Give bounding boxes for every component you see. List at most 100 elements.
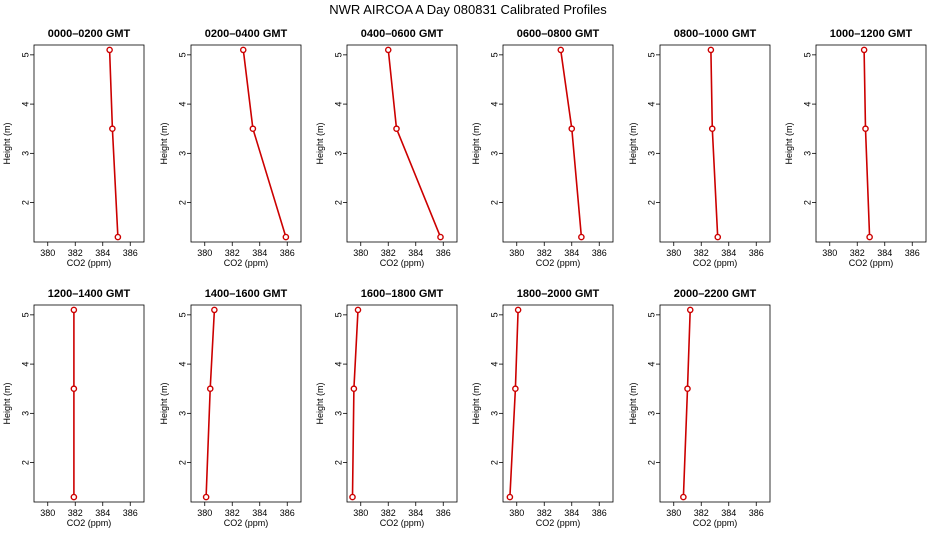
profile-line (710, 49, 719, 238)
panel-title: 0200–0400 GMT (205, 28, 288, 40)
main-title: NWR AIRCOA A Day 080831 Calibrated Profi… (329, 2, 607, 17)
data-point (514, 306, 522, 314)
y-tick-label: 5 (646, 52, 656, 57)
data-point (349, 493, 356, 501)
data-point (282, 233, 290, 241)
plot-frame (659, 304, 771, 503)
y-tick-label: 2 (333, 200, 343, 205)
y-tick-label: 3 (333, 151, 343, 156)
panel-5: 0800–1000 GMT 380 382 384 386 2 3 4 5 CO2 (ppm) He… (628, 28, 771, 268)
panel-10: 1800–2000 GMT 380 382 384 386 2 3 4 5 CO2 (ppm) He… (471, 288, 614, 528)
x-axis-label: CO2 (ppm) (224, 518, 269, 528)
data-point (686, 306, 694, 314)
y-tick-label: 4 (646, 102, 656, 107)
data-point (512, 385, 519, 393)
panel-title: 2000–2200 GMT (674, 288, 757, 300)
data-point (106, 46, 113, 54)
x-tick-label: 386 (749, 248, 764, 258)
x-tick-label: 386 (280, 508, 295, 518)
x-tick-label: 380 (40, 508, 55, 518)
data-point (866, 233, 873, 241)
panel-11: 2000–2200 GMT 380 382 384 386 2 3 4 5 CO2 (ppm) He… (628, 288, 771, 528)
data-point (211, 306, 218, 314)
x-tick-label: 382 (537, 248, 552, 258)
x-tick-label: 386 (280, 248, 295, 258)
panel-8: 1400–1600 GMT 380 382 384 386 2 3 4 5 CO2 (ppm) He… (159, 288, 302, 528)
y-tick-label: 4 (802, 102, 812, 107)
y-tick-label: 2 (489, 460, 499, 465)
panel-6: 1000–1200 GMT 380 382 384 386 2 3 4 5 CO2 (ppm) He… (784, 28, 927, 268)
y-axis-label: Height (m) (628, 382, 638, 424)
y-tick-label: 3 (20, 411, 30, 416)
x-axis-label: CO2 (ppm) (380, 518, 425, 528)
x-axis-label: CO2 (ppm) (536, 518, 581, 528)
y-tick-label: 3 (489, 411, 499, 416)
data-point (684, 385, 691, 393)
y-tick-label: 5 (489, 312, 499, 317)
profile-line (509, 309, 519, 498)
data-point (707, 46, 715, 54)
profile-line (108, 49, 119, 238)
y-tick-label: 5 (177, 312, 187, 317)
x-tick-label: 382 (850, 248, 865, 258)
x-tick-label: 386 (123, 248, 138, 258)
y-tick-label: 2 (177, 200, 187, 205)
y-tick-label: 4 (177, 102, 187, 107)
panel-title: 1400–1600 GMT (205, 288, 288, 300)
x-tick-label: 380 (509, 508, 524, 518)
y-tick-label: 2 (333, 460, 343, 465)
x-tick-label: 384 (408, 248, 423, 258)
data-point (70, 306, 78, 314)
x-tick-label: 386 (592, 248, 607, 258)
data-point (249, 125, 257, 133)
x-tick-label: 382 (537, 508, 552, 518)
x-tick-label: 380 (509, 248, 524, 258)
y-axis-label: Height (m) (159, 122, 169, 164)
data-point (70, 385, 78, 393)
profile-line (387, 49, 442, 238)
y-tick-label: 3 (20, 151, 30, 156)
y-tick-label: 4 (177, 362, 187, 367)
data-point (862, 125, 869, 133)
panel-7: 1200–1400 GMT 380 382 384 386 2 3 4 5 CO2 (ppm) He… (2, 288, 145, 528)
y-tick-label: 5 (20, 52, 30, 57)
x-tick-label: 382 (694, 248, 709, 258)
x-tick-label: 380 (197, 248, 212, 258)
x-tick-label: 380 (666, 508, 681, 518)
plot-frame (659, 44, 771, 243)
data-point (708, 125, 716, 133)
y-tick-label: 5 (333, 312, 343, 317)
x-axis-label: CO2 (ppm) (693, 258, 738, 268)
x-tick-label: 386 (436, 508, 451, 518)
x-axis-label: CO2 (ppm) (536, 258, 581, 268)
y-tick-label: 4 (333, 102, 343, 107)
x-axis-label: CO2 (ppm) (67, 518, 112, 528)
data-point (206, 385, 214, 393)
panel-title: 1000–1200 GMT (830, 28, 913, 40)
x-tick-label: 382 (225, 248, 240, 258)
y-tick-label: 3 (177, 411, 187, 416)
y-tick-label: 2 (489, 200, 499, 205)
plot-frame (190, 44, 302, 243)
y-axis-label: Height (m) (315, 122, 325, 164)
x-tick-label: 382 (68, 248, 83, 258)
x-tick-label: 384 (721, 248, 736, 258)
plot-frame (190, 304, 302, 503)
data-point (109, 125, 116, 133)
x-tick-label: 386 (592, 508, 607, 518)
data-point (714, 233, 722, 241)
data-point (393, 125, 400, 133)
y-tick-label: 2 (177, 460, 187, 465)
panel-2: 0200–0400 GMT 380 382 384 386 2 3 4 5 CO2 (ppm) He… (159, 28, 302, 268)
panel-9: 1600–1800 GMT 380 382 384 386 2 3 4 5 CO2 (ppm) He… (315, 288, 458, 528)
y-tick-label: 4 (333, 362, 343, 367)
x-tick-label: 384 (564, 248, 579, 258)
y-tick-label: 5 (646, 312, 656, 317)
x-tick-label: 384 (877, 248, 892, 258)
x-tick-label: 386 (123, 508, 138, 518)
profile-line (559, 49, 583, 238)
x-tick-label: 384 (252, 508, 267, 518)
data-point (557, 46, 565, 54)
y-axis-label: Height (m) (2, 122, 12, 164)
x-tick-label: 380 (822, 248, 837, 258)
